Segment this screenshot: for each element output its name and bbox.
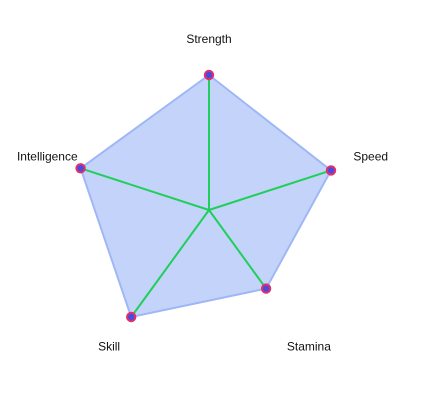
axis-label-speed: Speed [353,150,388,164]
axis-label-skill: Skill [98,340,120,354]
spoke-intelligence [80,167,210,211]
marker-strength [203,69,215,81]
spoke-speed [208,169,332,211]
spoke-skill [130,209,210,318]
spokes-group [80,75,332,318]
marker-stamina [260,283,272,294]
markers-group [75,69,337,323]
series-area [79,73,333,319]
axis-labels-group: Strength Speed Stamina Skill Intelligence [17,32,388,354]
axis-label-stamina: Stamina [287,340,331,354]
spoke-stamina [208,209,267,290]
marker-intelligence [75,163,86,174]
axis-label-intelligence: Intelligence [17,150,78,164]
marker-speed [325,165,337,176]
axis-label-strength: Strength [186,32,231,46]
marker-skill [126,311,137,323]
